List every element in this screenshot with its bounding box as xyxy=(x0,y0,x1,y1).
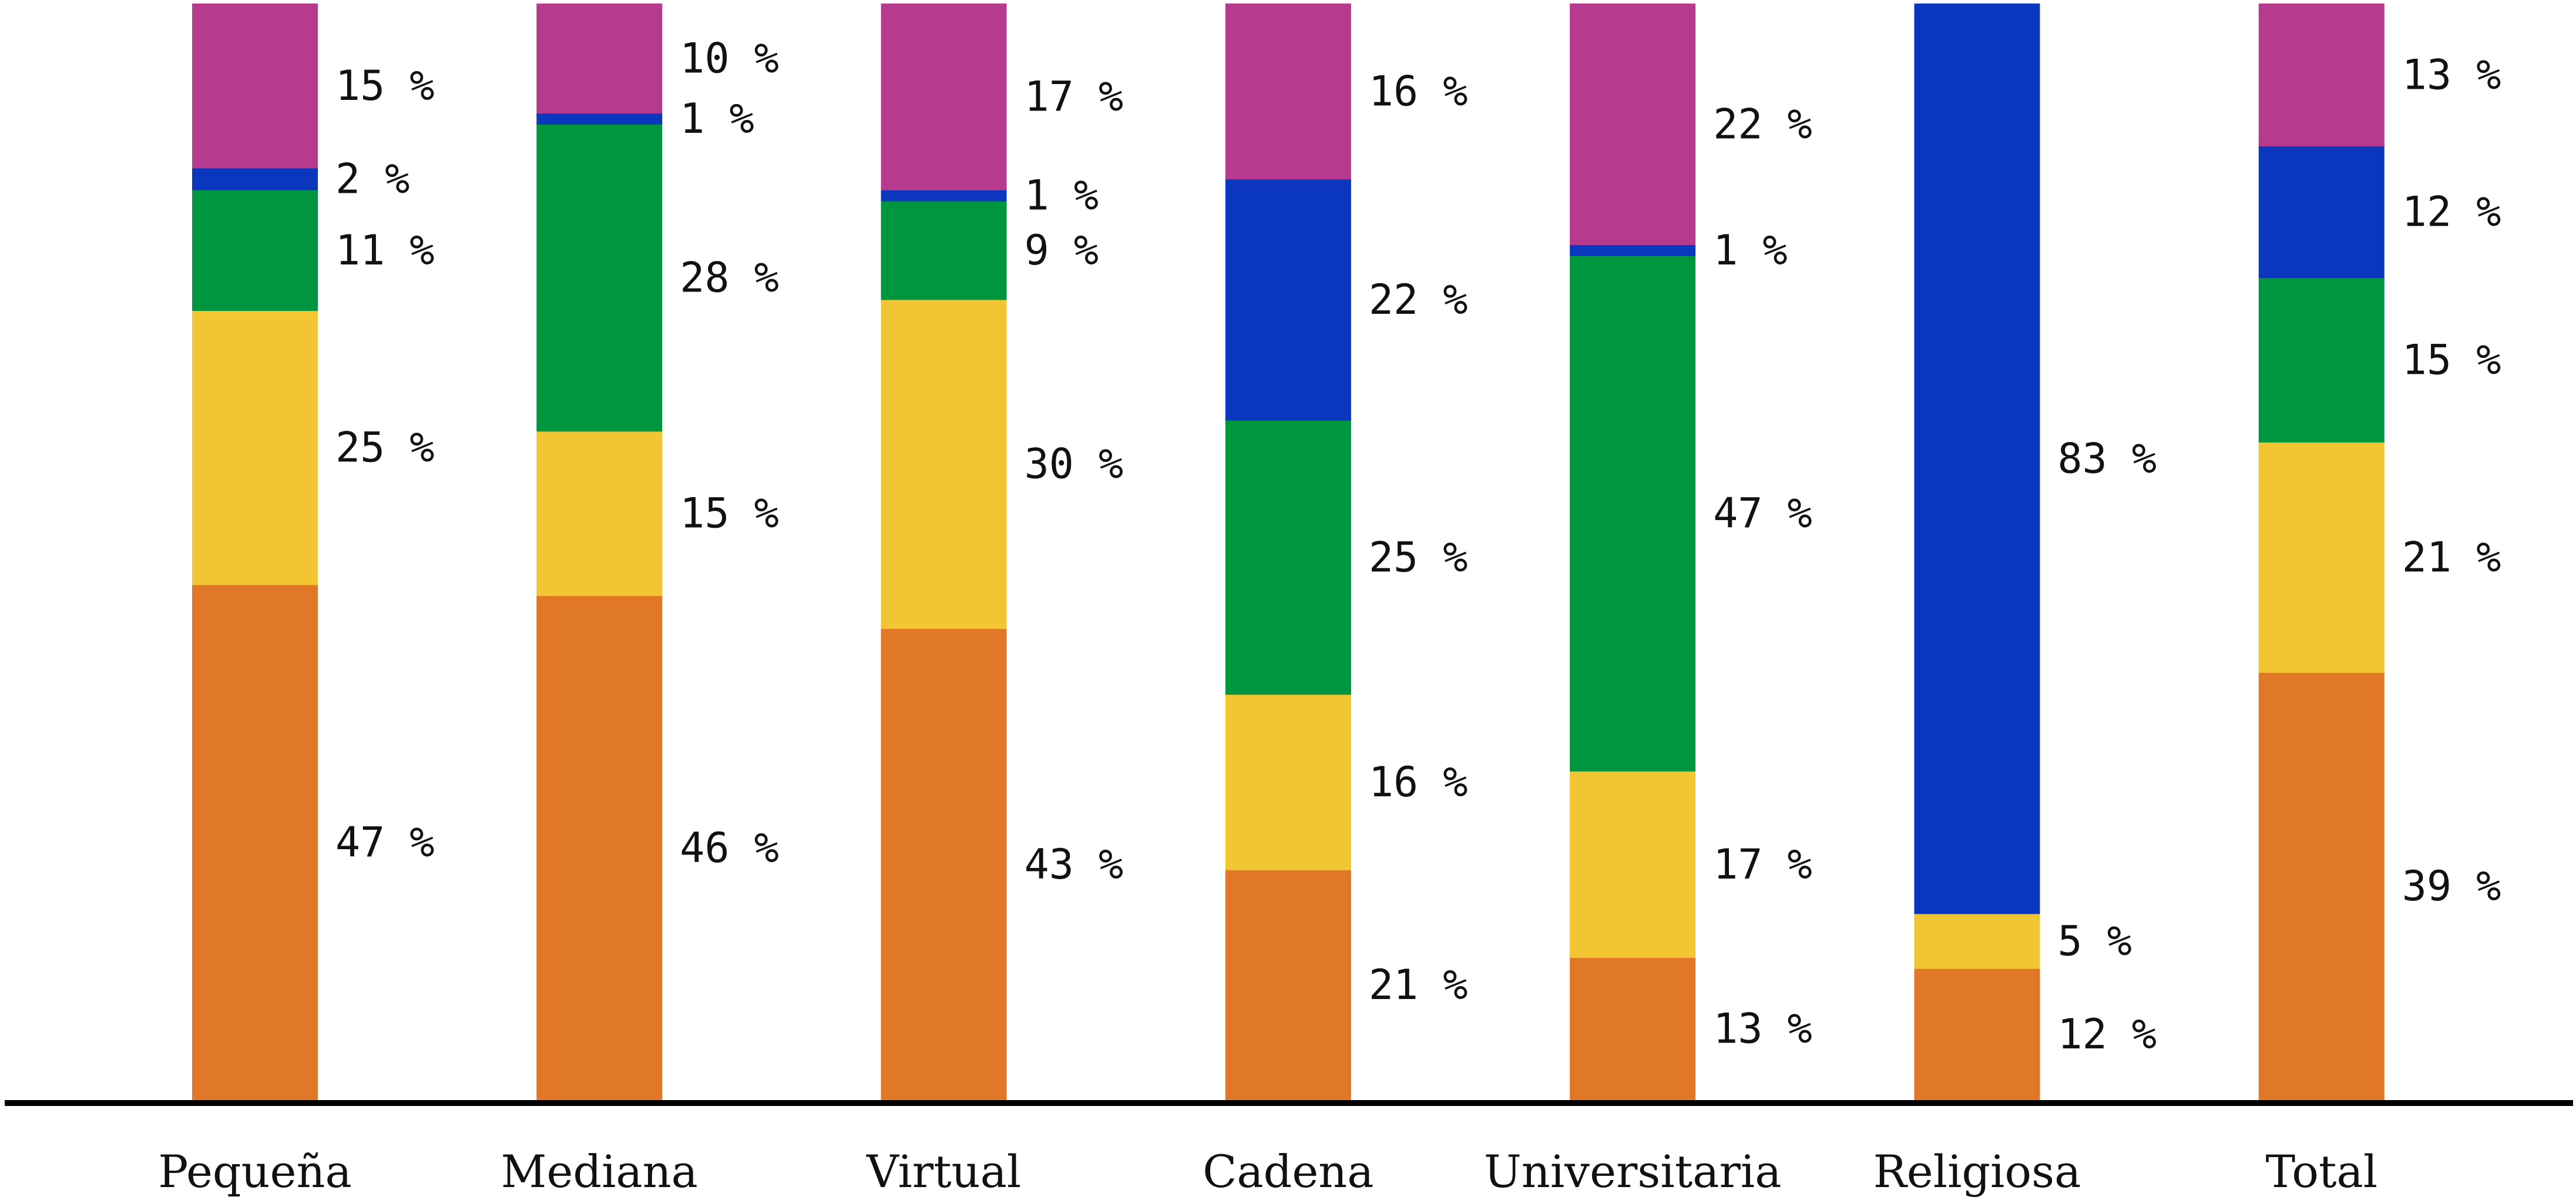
segment-value-label: 9 % xyxy=(1025,226,1099,274)
bar-segment-1-3 xyxy=(192,190,318,311)
segment-value-label: 21 % xyxy=(1369,961,1468,1009)
segment-value-label: 13 % xyxy=(2402,51,2501,99)
segment-value-label: 17 % xyxy=(1025,73,1124,121)
segment-value-label: 22 % xyxy=(1369,276,1468,324)
category-label: Cadena xyxy=(1203,1145,1373,1198)
bar-segment-2-1 xyxy=(536,595,663,1101)
segment-value-label: 16 % xyxy=(1369,758,1468,806)
segment-value-label: 25 % xyxy=(335,424,435,472)
segment-value-label: 12 % xyxy=(2402,188,2501,236)
segment-value-label: 83 % xyxy=(2058,434,2157,482)
segment-value-label: 13 % xyxy=(1713,1005,1812,1053)
bar-segment-2-2 xyxy=(536,431,663,596)
segment-labels-layer: 47 % 25 % 11 % 2 % 15 % 46 % 15 % 28 % 1 % 10 % 43… xyxy=(335,34,2501,1058)
bar-segment-6-1 xyxy=(1914,968,2040,1101)
bar-segment-2-4 xyxy=(536,113,663,125)
category-label: Mediana xyxy=(501,1145,698,1198)
bar-segment-2-3 xyxy=(536,124,663,432)
segment-value-label: 39 % xyxy=(2402,862,2501,910)
bar-segment-6-2 xyxy=(1914,913,2040,969)
bar-segment-5-1 xyxy=(1570,957,1696,1101)
category-label: Pequeña xyxy=(158,1145,352,1198)
bar-segment-4-1 xyxy=(1225,870,1351,1101)
bar-segment-3-2 xyxy=(881,299,1007,629)
bar-segment-1-4 xyxy=(192,167,318,190)
bar-segment-1-5 xyxy=(192,4,318,169)
category-label: Universitaria xyxy=(1484,1145,1782,1198)
segment-value-label: 11 % xyxy=(335,226,435,274)
bar-segment-4-5 xyxy=(1225,4,1351,180)
bar-segment-1-1 xyxy=(192,585,318,1101)
segment-value-label: 28 % xyxy=(680,254,779,302)
segment-value-label: 43 % xyxy=(1025,840,1124,889)
segment-value-label: 25 % xyxy=(1369,533,1468,581)
bar-segment-4-3 xyxy=(1225,420,1351,695)
bar-segment-3-5 xyxy=(881,4,1007,190)
bar-segment-4-2 xyxy=(1225,694,1351,870)
bar-segment-7-2 xyxy=(2258,442,2384,673)
bar-segment-1-2 xyxy=(192,310,318,585)
bar-segment-7-4 xyxy=(2258,146,2384,279)
segment-value-label: 15 % xyxy=(335,62,435,110)
segment-value-label: 5 % xyxy=(2058,917,2132,965)
bar-segment-5-5 xyxy=(1570,4,1696,246)
bar-segment-5-3 xyxy=(1570,256,1696,772)
segment-value-label: 1 % xyxy=(1713,226,1787,274)
bar-segment-7-3 xyxy=(2258,277,2384,443)
segment-value-label: 1 % xyxy=(1025,172,1099,220)
segment-value-label: 47 % xyxy=(1713,490,1812,538)
bar-segment-3-4 xyxy=(881,190,1007,202)
segment-value-label: 10 % xyxy=(680,34,779,82)
bar-segment-2-5 xyxy=(536,4,663,114)
bars-layer xyxy=(192,4,2384,1101)
bar-segment-5-2 xyxy=(1570,771,1696,958)
category-label: Religiosa xyxy=(1873,1145,2081,1198)
segment-value-label: 21 % xyxy=(2402,533,2501,581)
segment-value-label: 46 % xyxy=(680,824,779,872)
segment-value-label: 22 % xyxy=(1713,100,1812,148)
bar-segment-5-4 xyxy=(1570,244,1696,256)
segment-value-label: 12 % xyxy=(2058,1010,2157,1058)
segment-value-label: 15 % xyxy=(680,490,779,538)
bar-segment-3-1 xyxy=(881,628,1007,1101)
bar-segment-3-3 xyxy=(881,200,1007,300)
segment-value-label: 1 % xyxy=(680,95,754,143)
segment-value-label: 17 % xyxy=(1713,840,1812,889)
category-label: Total xyxy=(2265,1145,2377,1198)
segment-value-label: 30 % xyxy=(1025,440,1124,488)
segment-value-label: 16 % xyxy=(1369,67,1468,115)
segment-value-label: 2 % xyxy=(335,155,409,203)
bar-segment-7-5 xyxy=(2258,4,2384,147)
category-labels-layer: Pequeña Mediana Virtual Cadena Universitaria… xyxy=(158,1145,2377,1198)
segment-value-label: 15 % xyxy=(2402,336,2501,384)
bar-segment-7-1 xyxy=(2258,672,2384,1101)
segment-value-label: 47 % xyxy=(335,819,435,867)
bar-segment-6-4 xyxy=(1914,4,2040,914)
category-label: Virtual xyxy=(866,1145,1021,1198)
bar-segment-4-4 xyxy=(1225,179,1351,421)
